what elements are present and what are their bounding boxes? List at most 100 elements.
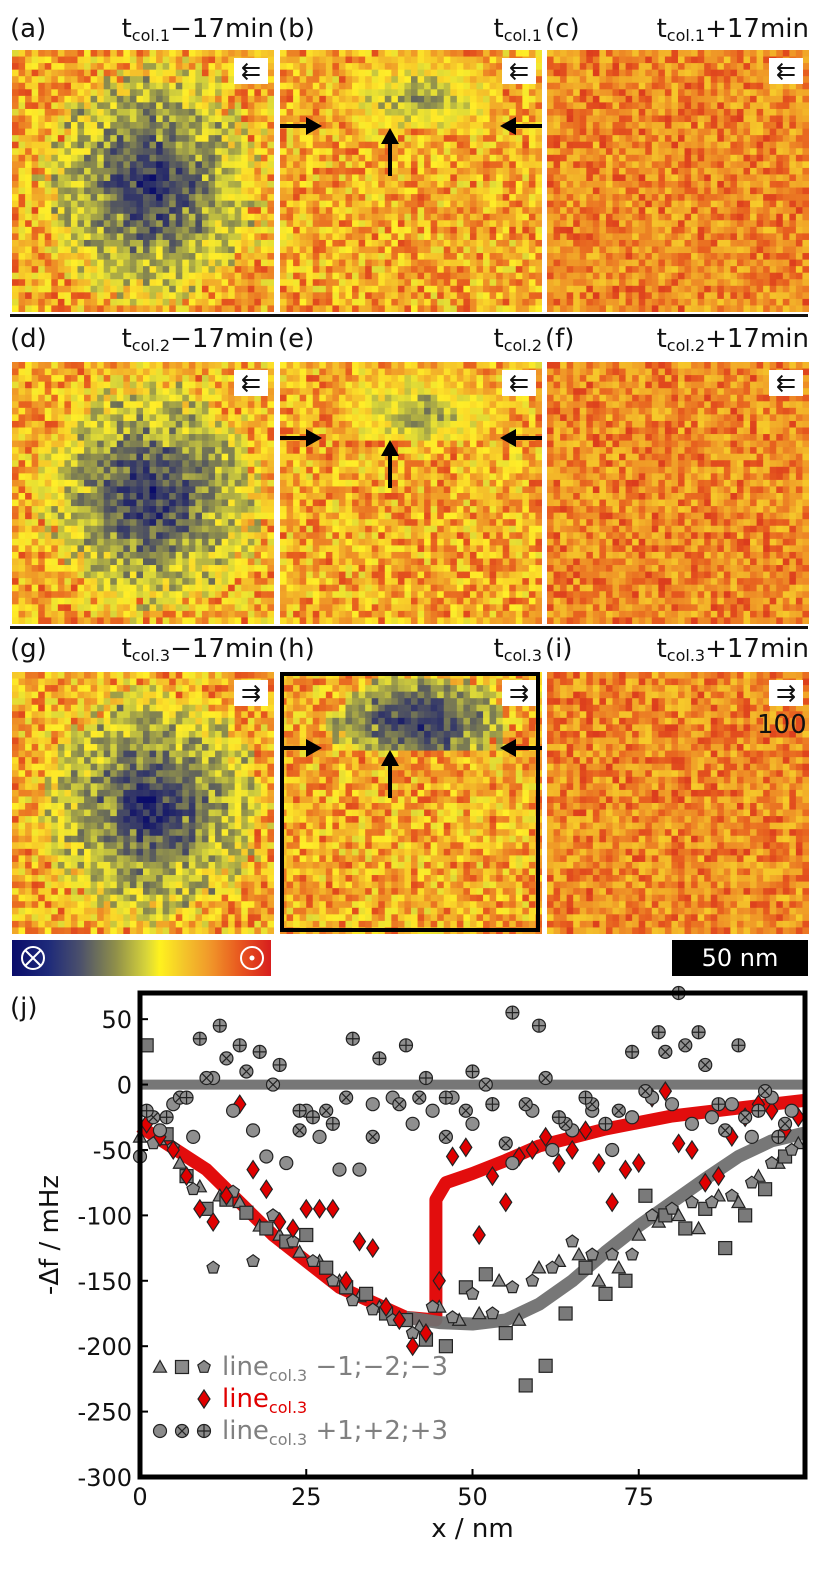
point-diamond <box>353 1233 365 1251</box>
scan-direction-icon: ⇇ <box>502 370 536 396</box>
panel-time: tcol.1+17min <box>657 14 809 51</box>
point-square <box>479 1268 492 1281</box>
point-circle-plus <box>772 1130 785 1143</box>
x-tick-label: 75 <box>623 1483 654 1511</box>
point-square <box>320 1261 333 1274</box>
scan-direction-icon: ⇇ <box>502 58 536 84</box>
point-diamond <box>553 1154 565 1172</box>
point-circle <box>606 1143 619 1156</box>
into-page-icon <box>18 943 48 973</box>
point-circle-plus <box>233 1039 246 1052</box>
legend-entry: linecol.3 −1;−2;−3 <box>222 1352 448 1385</box>
point-circle <box>260 1150 273 1163</box>
scan-direction-icon: ⇇ <box>234 58 268 84</box>
point-circle <box>785 1104 798 1117</box>
scan-direction-icon: ⇉ <box>502 680 536 706</box>
point-diamond <box>633 1154 645 1172</box>
panel-time: tcol.2−17min <box>122 324 274 361</box>
y-tick-label: 0 <box>117 1072 132 1100</box>
panel-time: tcol.3−17min <box>122 634 274 671</box>
legend-marker-circle-plus <box>198 1425 211 1438</box>
legend-marker-square <box>176 1361 189 1374</box>
legend-marker-diamond <box>198 1390 210 1408</box>
point-circle-x <box>267 1078 280 1091</box>
panel-letter: (g) <box>10 634 47 664</box>
point-square <box>639 1189 652 1202</box>
point-diamond <box>367 1239 379 1257</box>
y-tick-label: -50 <box>93 1137 132 1165</box>
y-tick-label: -150 <box>78 1268 132 1296</box>
row-separator-2 <box>10 626 808 629</box>
legend-marker-circle-x <box>176 1425 189 1438</box>
x-tick-label: 0 <box>132 1483 147 1511</box>
point-pentagon <box>566 1235 578 1247</box>
point-diamond <box>314 1200 326 1218</box>
point-circle-plus <box>552 1111 565 1124</box>
point-square <box>579 1261 592 1274</box>
point-circle <box>333 1163 346 1176</box>
panel-time: tcol.3 <box>494 634 543 671</box>
scan-direction-icon: ⇇ <box>769 58 803 84</box>
legend-marker-circle <box>154 1425 167 1438</box>
point-triangle <box>533 1261 546 1273</box>
point-circle-plus <box>506 1006 519 1019</box>
mfm-map-e: ⇇ <box>280 362 542 624</box>
x-tick-label: 50 <box>457 1483 488 1511</box>
point-circle-plus <box>579 1091 592 1104</box>
point-circle <box>280 1157 293 1170</box>
point-square <box>739 1209 752 1222</box>
point-pentagon <box>446 1311 458 1323</box>
y-tick-label: -100 <box>78 1202 132 1230</box>
point-circle <box>313 1130 326 1143</box>
scan-direction-icon: ⇉ <box>769 680 803 706</box>
point-square <box>719 1242 732 1255</box>
point-circle-plus <box>400 1039 413 1052</box>
point-circle <box>745 1130 758 1143</box>
point-square <box>599 1287 612 1300</box>
point-square <box>679 1222 692 1235</box>
mfm-map-c: ⇇ <box>547 50 809 312</box>
point-circle <box>705 1111 718 1124</box>
point-circle-x <box>200 1072 213 1085</box>
point-circle-x <box>739 1111 752 1124</box>
panel-letter: (h) <box>278 634 315 664</box>
point-diamond <box>300 1200 312 1218</box>
scan-direction-icon: ⇇ <box>234 370 268 396</box>
point-circle-plus <box>293 1104 306 1117</box>
point-pentagon <box>586 1248 598 1260</box>
panel-letter: (b) <box>278 14 315 44</box>
point-circle-x <box>612 1104 625 1117</box>
point-diamond <box>686 1141 698 1159</box>
point-diamond <box>460 1138 472 1156</box>
point-circle-plus <box>419 1072 432 1085</box>
mfm-map-d: ⇇ <box>12 362 274 624</box>
point-circle-x <box>519 1098 532 1111</box>
point-circle <box>626 1111 639 1124</box>
point-circle <box>353 1163 366 1176</box>
panel-letter: (e) <box>278 324 314 354</box>
point-square <box>300 1229 313 1242</box>
point-circle-x <box>413 1091 426 1104</box>
point-circle <box>426 1104 439 1117</box>
point-circle-plus <box>160 1111 173 1124</box>
point-circle <box>366 1098 379 1111</box>
point-circle-plus <box>692 1026 705 1039</box>
panel-letter: (d) <box>10 324 47 354</box>
point-circle-x <box>340 1091 353 1104</box>
point-circle <box>466 1117 479 1130</box>
point-circle-plus <box>626 1045 639 1058</box>
point-triangle <box>692 1222 705 1234</box>
point-square <box>240 1206 253 1219</box>
point-circle-plus <box>466 1065 479 1078</box>
point-circle-x <box>539 1072 552 1085</box>
point-square <box>519 1379 532 1392</box>
point-circle-plus <box>193 1032 206 1045</box>
point-square <box>759 1183 772 1196</box>
panel-time: tcol.3+17min <box>657 634 809 671</box>
panel-time: tcol.2 <box>494 324 543 361</box>
point-diamond <box>473 1226 485 1244</box>
point-square <box>559 1307 572 1320</box>
row-separator-1 <box>10 314 808 317</box>
point-diamond <box>673 1134 685 1152</box>
